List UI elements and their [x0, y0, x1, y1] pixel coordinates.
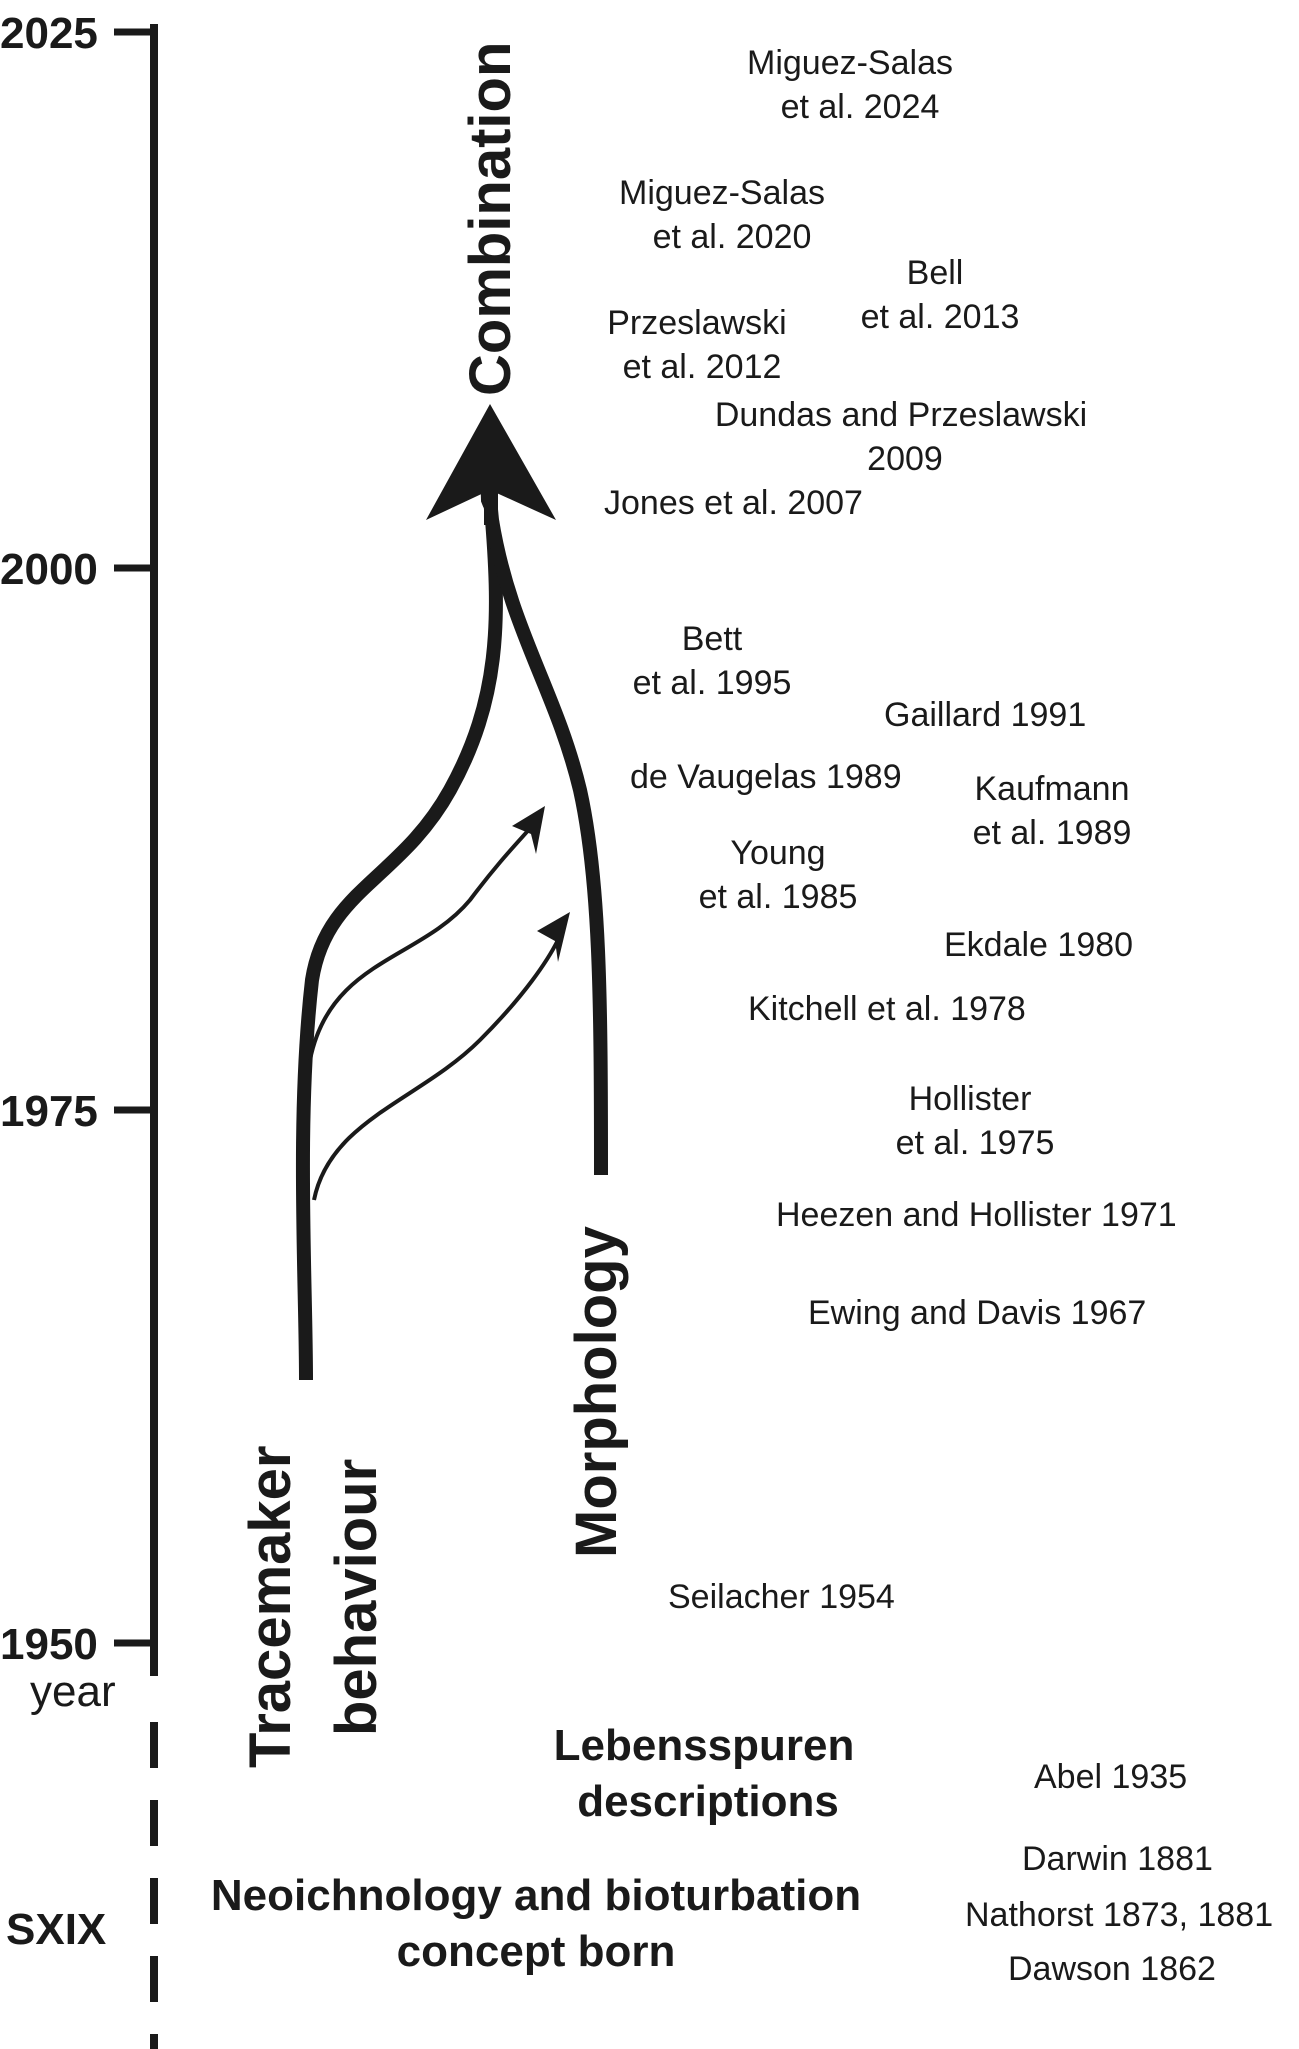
ref-ekdale-1980: Ekdale 1980 [944, 926, 1133, 964]
ref-nathorst-1873-1881: Nathorst 1873, 1881 [965, 1896, 1273, 1934]
behaviour-label-line1: Tracemaker [238, 1446, 303, 1768]
behaviour-branch [295, 519, 503, 1381]
combination-label: Combination [458, 42, 523, 396]
era-label-sxix: SXIX [6, 1905, 106, 1954]
tick-label-2025: 2025 [0, 9, 98, 58]
timeline-axis: 2025 2000 1975 1950 year SXIX [0, 9, 158, 2049]
ref-ewing-1967: Ewing and Davis 1967 [808, 1294, 1146, 1332]
references: Miguez-Salas et al. 2024 Miguez-Salas et… [604, 44, 1273, 1988]
lebensspuren-line2: descriptions [577, 1777, 839, 1826]
ref-miguez-salas-2024-line2: et al. 2024 [781, 88, 940, 126]
thin-arrow-upper [308, 823, 535, 1061]
ref-darwin-1881: Darwin 1881 [1022, 1840, 1213, 1878]
evolution-tree [295, 462, 608, 1381]
tick-label-2000: 2000 [0, 545, 98, 594]
ref-przeslawski-2012-line1: Przeslawski [607, 304, 786, 342]
ref-bett-1995-line2: et al. 1995 [633, 664, 792, 702]
ref-young-1985-line1: Young [730, 834, 825, 872]
tick-label-1950: 1950 [0, 1620, 98, 1669]
ref-bett-1995-line1: Bett [682, 620, 743, 658]
ref-miguez-salas-2020-line1: Miguez-Salas [619, 174, 825, 212]
ref-dundas-2009-line1: Dundas and Przeslawski [715, 396, 1087, 434]
lebensspuren-line1: Lebensspuren [554, 1721, 855, 1770]
thin-arrow-lower [312, 939, 560, 1201]
thin-arrowhead-upper [512, 806, 545, 854]
combination-arrowhead [426, 404, 556, 520]
ref-kaufmann-1989-line1: Kaufmann [975, 770, 1130, 808]
behaviour-label-line2: behaviour [324, 1459, 389, 1736]
morphology-branch [485, 518, 608, 1176]
morphology-label: Morphology [564, 1226, 629, 1558]
ref-dawson-1862: Dawson 1862 [1008, 1950, 1216, 1988]
ref-hollister-1975-line1: Hollister [909, 1080, 1032, 1118]
ref-miguez-salas-2024-line1: Miguez-Salas [747, 44, 953, 82]
tick-label-1975: 1975 [0, 1087, 98, 1136]
neoichnology-line2: concept born [397, 1927, 676, 1976]
ref-bell-2013-line1: Bell [907, 254, 964, 292]
ref-jones-2007: Jones et al. 2007 [604, 484, 863, 522]
ref-seilacher-1954: Seilacher 1954 [668, 1578, 895, 1616]
axis-unit-label: year [30, 1667, 116, 1716]
ref-miguez-salas-2020-line2: et al. 2020 [653, 218, 812, 256]
ref-przeslawski-2012-line2: et al. 2012 [623, 348, 782, 386]
ref-heezen-1971: Heezen and Hollister 1971 [776, 1196, 1177, 1234]
ref-gaillard-1991: Gaillard 1991 [884, 696, 1086, 734]
ref-young-1985-line2: et al. 1985 [699, 878, 858, 916]
thin-arrowhead-lower [537, 912, 570, 962]
ref-dundas-2009-line2: 2009 [867, 440, 943, 478]
ref-bell-2013-line2: et al. 2013 [861, 298, 1020, 336]
neoichnology-line1: Neoichnology and bioturbation [211, 1871, 861, 1920]
ref-de-vaugelas-1989: de Vaugelas 1989 [630, 758, 902, 796]
ref-hollister-1975-line2: et al. 1975 [896, 1124, 1055, 1162]
ref-kaufmann-1989-line2: et al. 1989 [973, 814, 1132, 852]
ref-kitchell-1978: Kitchell et al. 1978 [748, 990, 1026, 1028]
ref-abel-1935: Abel 1935 [1034, 1758, 1187, 1796]
